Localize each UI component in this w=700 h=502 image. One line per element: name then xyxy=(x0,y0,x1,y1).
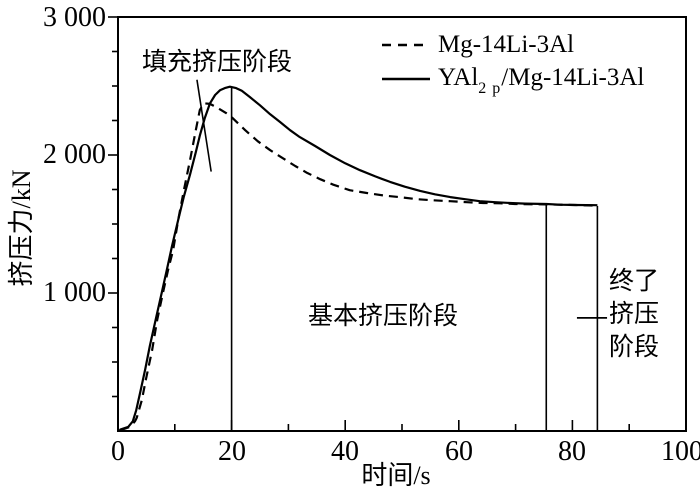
x-tick-label-80: 80 xyxy=(558,436,586,467)
y-axis-title: 挤压力/kN xyxy=(7,169,36,287)
series-curve-solid xyxy=(118,85,598,432)
x-tick-label-60: 60 xyxy=(445,436,473,467)
y-tick-label-1000: 1 000 xyxy=(43,277,106,308)
annotation-final-stage: 终了 挤压 阶段 xyxy=(609,268,660,361)
legend-label-yal2p: YAl2 p/Mg-14Li-3Al xyxy=(438,63,645,97)
legend-item-mg14li3al: Mg-14Li-3Al xyxy=(381,28,644,62)
legend-dashed-line-sample xyxy=(382,43,430,47)
legend-solid-line-sample xyxy=(382,77,430,81)
x-tick-label-0: 0 xyxy=(111,436,125,467)
fill-stage-pointer-line xyxy=(196,79,212,172)
legend-item-yal2p: YAl2 p/Mg-14Li-3Al xyxy=(381,62,645,97)
legend-label-mg14li3al: Mg-14Li-3Al xyxy=(438,31,575,58)
legend-subscript: 2 p xyxy=(478,79,502,97)
x-tick-label-20: 20 xyxy=(218,436,246,467)
annotation-basic-stage: 基本挤压阶段 xyxy=(308,303,459,330)
annotation-fill-stage: 填充挤压阶段 xyxy=(142,49,293,76)
chart-legend: Mg-14Li-3Al YAl2 p/Mg-14Li-3Al xyxy=(381,28,645,97)
x-tick-label-40: 40 xyxy=(331,436,359,467)
x-tick-label-100: 100 xyxy=(661,436,700,467)
series-curve-dashed xyxy=(120,102,598,432)
x-axis-title: 时间/s xyxy=(361,461,431,490)
y-tick-label-2000: 2 000 xyxy=(43,139,106,170)
y-tick-label-3000: 3 000 xyxy=(43,2,106,33)
